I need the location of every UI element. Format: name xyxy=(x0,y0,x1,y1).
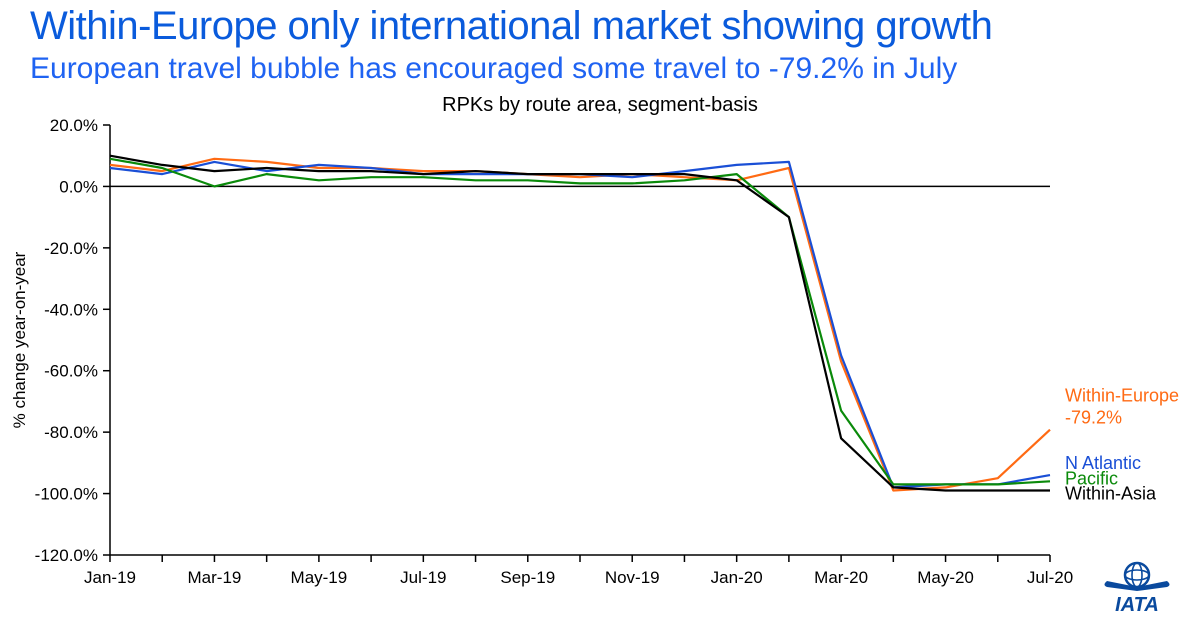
legend-within-europe: Within-Europe xyxy=(1065,385,1179,405)
y-tick-label: -40.0% xyxy=(44,300,98,319)
y-tick-label: -120.0% xyxy=(35,546,98,565)
y-tick-label: -60.0% xyxy=(44,362,98,381)
y-tick-label: -80.0% xyxy=(44,423,98,442)
y-axis-title: % change year-on-year xyxy=(10,251,29,428)
svg-text:IATA: IATA xyxy=(1115,594,1159,616)
chart-title: RPKs by route area, segment-basis xyxy=(0,94,1200,117)
slide: Within-Europe only international market … xyxy=(0,0,1200,627)
legend-within-europe-value: -79.2% xyxy=(1065,407,1122,427)
series-within-asia xyxy=(110,156,1050,491)
series-pacific xyxy=(110,159,1050,485)
x-tick-label: Mar-20 xyxy=(814,568,868,587)
series-within-europe xyxy=(110,159,1050,491)
slide-subtitle: European travel bubble has encouraged so… xyxy=(30,52,1200,86)
legend-within-asia: Within-Asia xyxy=(1065,484,1157,504)
iata-logo: IATA xyxy=(1092,557,1182,617)
x-tick-label: Nov-19 xyxy=(605,568,660,587)
line-chart: -120.0% -100.0% -80.0% -60.0% -40.0% -20.0% 0.… xyxy=(0,115,1200,620)
slide-title: Within-Europe only international market … xyxy=(30,4,1200,49)
x-tick-label: Sep-19 xyxy=(500,568,555,587)
y-tick-label: 0.0% xyxy=(59,177,98,196)
series-n-atlantic xyxy=(110,162,1050,488)
x-tick-label: Jan-20 xyxy=(711,568,763,587)
x-tick-label: Jul-19 xyxy=(400,568,446,587)
x-tick-label: May-19 xyxy=(291,568,348,587)
x-tick-label: Jan-19 xyxy=(84,568,136,587)
y-tick-label: 20.0% xyxy=(50,116,98,135)
x-tick-label: May-20 xyxy=(917,568,974,587)
y-tick-label: -20.0% xyxy=(44,239,98,258)
x-tick-label: Jul-20 xyxy=(1027,568,1073,587)
y-tick-label: -100.0% xyxy=(35,485,98,504)
x-tick-label: Mar-19 xyxy=(188,568,242,587)
